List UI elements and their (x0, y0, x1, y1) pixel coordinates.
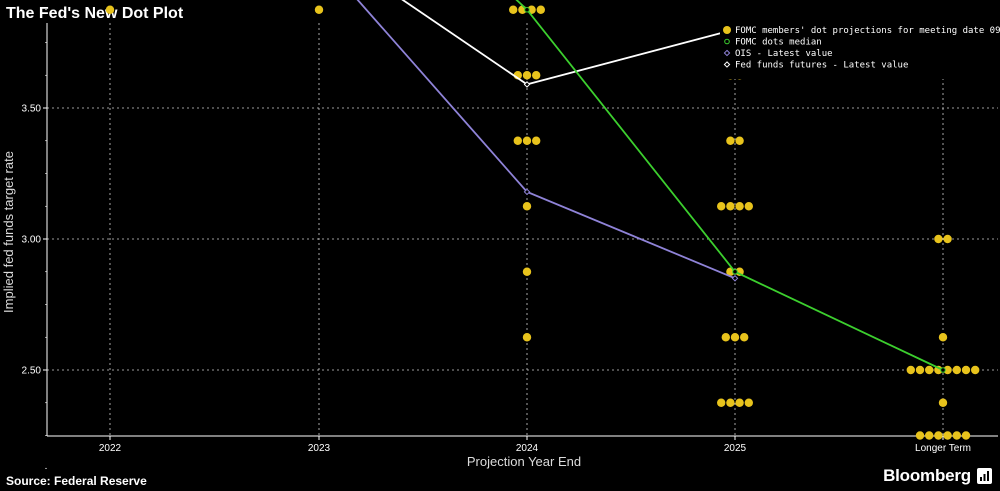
grid-lines (47, 23, 998, 436)
bloomberg-logo: Bloomberg (883, 466, 992, 486)
legend-label: FOMC members' dot projections for meetin… (735, 26, 1000, 36)
fomc-dot (522, 333, 532, 342)
brand-name: Bloomberg (883, 466, 971, 485)
fomc-dot (536, 5, 545, 14)
axes: 5.004.504.003.503.002.502022202320242025… (22, 9, 998, 469)
source-note: Source: Federal Reserve (6, 474, 147, 488)
fomc-dot (730, 333, 740, 342)
fomc-dot (717, 398, 726, 407)
legend-label: OIS - Latest value (735, 49, 833, 59)
fomc-dot (513, 136, 522, 145)
y-tick-label: 3.50 (22, 104, 42, 115)
x-tick-label: 2023 (308, 443, 331, 454)
x-tick-label: 2022 (99, 443, 122, 454)
median-point (940, 367, 946, 373)
chart-title: The Fed's New Dot Plot (6, 5, 184, 22)
fomc-dot (915, 431, 925, 440)
fomc-dot (522, 202, 532, 211)
fomc-dot (906, 365, 915, 375)
fomc-dot (943, 365, 952, 375)
fomc-dot (943, 431, 952, 440)
legend-marker (723, 26, 731, 34)
fomc-dot (532, 71, 541, 80)
legend-marker (723, 49, 731, 57)
fomc-dot (961, 365, 971, 375)
fomc-dot (726, 202, 735, 211)
fomc-dot (726, 398, 735, 407)
y-tick-label: 2.50 (22, 366, 42, 377)
fomc-dot (522, 136, 532, 145)
fomc-dot (934, 234, 943, 244)
fomc-dot (961, 431, 971, 440)
fomc-dot (509, 5, 518, 14)
fomc-dot (717, 202, 726, 211)
fomc-dot (532, 136, 541, 145)
fomc-dot (726, 136, 735, 145)
fomc-dot (744, 202, 753, 211)
legend-marker (723, 61, 731, 68)
fomc-dot (943, 234, 952, 244)
legend-box (720, 23, 996, 79)
fomc-dot (735, 136, 744, 145)
fomc-dot (915, 365, 925, 375)
futures-point (523, 81, 531, 88)
ois-line (356, 0, 736, 280)
fomc-dot (934, 431, 943, 440)
fomc-dot (952, 365, 961, 375)
x-tick-label: Longer Term (915, 443, 971, 454)
bloomberg-mark-icon (977, 468, 992, 484)
median-point (732, 268, 738, 275)
fomc-dot (735, 202, 744, 211)
legend-marker (724, 38, 730, 45)
fomc-dot (925, 365, 934, 375)
legend-label: FOMC dots median (735, 38, 822, 48)
x-tick-label: 2024 (516, 443, 539, 454)
fomc-dot (740, 333, 749, 342)
ois-point (523, 188, 531, 196)
legend-label: Fed funds futures - Latest value (735, 61, 908, 71)
fomc-dot (925, 431, 934, 440)
futures-line (401, 0, 736, 86)
fomc-dot (522, 71, 532, 80)
fomc-dot (721, 333, 730, 342)
ois-point (731, 274, 739, 282)
fomc-dot (971, 365, 980, 375)
x-axis-title: Projection Year End (467, 454, 581, 469)
fomc-dot (735, 398, 744, 407)
legend: FOMC members' dot projections for meetin… (720, 23, 1000, 79)
fomc-dot (105, 5, 115, 14)
fomc-dot (938, 398, 948, 407)
fomc-dot (522, 267, 532, 276)
fomc-dot (952, 431, 961, 440)
fomc-dot (744, 398, 753, 407)
median-point (524, 6, 530, 13)
fomc-dot (938, 333, 948, 342)
y-tick-label: 3.00 (22, 235, 42, 246)
x-tick-label: 2025 (724, 443, 747, 454)
y-axis-title: Implied fed funds target rate (1, 151, 16, 313)
fomc-dot (314, 5, 324, 14)
